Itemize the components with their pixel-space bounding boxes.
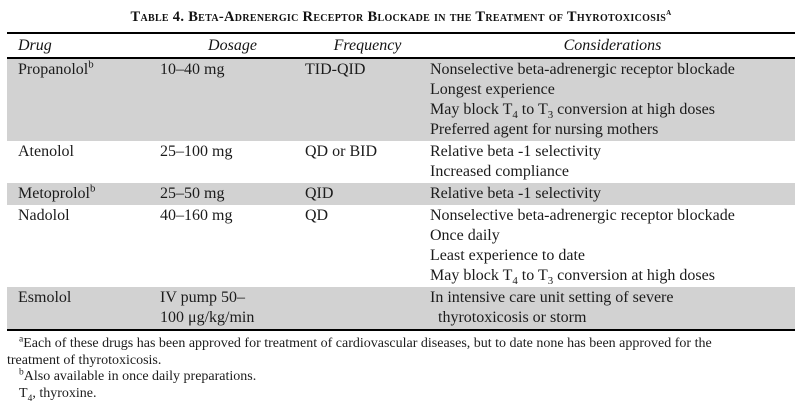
superscript: b	[88, 59, 93, 71]
dosage-line: 40–160 mg	[160, 206, 305, 226]
table-row: Nadolol40–160 mgQDNonselective beta-adre…	[7, 205, 795, 287]
frequency-cell: QD	[305, 205, 430, 287]
col-header-considerations: Considerations	[430, 33, 795, 58]
consideration-line: Longest experience	[430, 80, 795, 100]
drug-table: Drug Dosage Frequency Considerations Pro…	[7, 32, 795, 331]
dosage-cell: 40–160 mg	[160, 205, 305, 287]
subscript: 4	[28, 393, 33, 403]
footnotes: aEach of these drugs has been approved f…	[7, 336, 795, 402]
footnote-line: aEach of these drugs has been approved f…	[7, 336, 795, 353]
superscript: a	[666, 7, 671, 18]
drug-cell: Metoprololb	[7, 183, 160, 205]
table-body: Propanololb10–40 mgTID-QIDNonselective b…	[7, 58, 795, 330]
dosage-line: IV pump 50–	[160, 288, 305, 308]
frequency-cell	[305, 287, 430, 330]
consideration-line: Least experience to date	[430, 246, 795, 266]
dosage-cell: 10–40 mg	[160, 58, 305, 141]
dosage-line: 25–100 mg	[160, 142, 305, 162]
consideration-line: May block T4 to T3 conversion at high do…	[430, 266, 795, 286]
drug-cell: Nadolol	[7, 205, 160, 287]
consideration-line: Increased compliance	[430, 162, 795, 182]
drug-cell: Esmolol	[7, 287, 160, 330]
consideration-line: thyrotoxicosis or storm	[430, 308, 795, 328]
journal-table-figure: Table 4. Beta-Adrenergic Receptor Blocka…	[0, 0, 808, 415]
col-header-dosage: Dosage	[160, 33, 305, 58]
dosage-line: 100 μg/kg/min	[160, 308, 305, 328]
considerations-cell: Nonselective beta-adrenergic receptor bl…	[430, 205, 795, 287]
considerations-cell: Nonselective beta-adrenergic receptor bl…	[430, 58, 795, 141]
frequency-cell: QID	[305, 183, 430, 205]
superscript: a	[19, 334, 23, 344]
table-row: Atenolol25–100 mgQD or BIDRelative beta …	[7, 141, 795, 183]
header-row: Drug Dosage Frequency Considerations	[7, 33, 795, 58]
frequency-cell: TID-QID	[305, 58, 430, 141]
dosage-line: 10–40 mg	[160, 60, 305, 80]
dosage-cell: 25–100 mg	[160, 141, 305, 183]
frequency-cell: QD or BID	[305, 141, 430, 183]
consideration-line: May block T4 to T3 conversion at high do…	[430, 100, 795, 120]
drug-cell: Propanololb	[7, 58, 160, 141]
consideration-line: Nonselective beta-adrenergic receptor bl…	[430, 206, 795, 226]
footnote-line: T4, thyroxine.	[7, 386, 795, 403]
col-header-drug: Drug	[7, 33, 160, 58]
table-row: EsmololIV pump 50–100 μg/kg/min In intens…	[7, 287, 795, 330]
subscript: 4	[512, 275, 517, 287]
superscript: b	[19, 367, 24, 377]
table-row: Metoprololb25–50 mgQIDRelative beta -1 s…	[7, 183, 795, 205]
col-header-frequency: Frequency	[305, 33, 430, 58]
table-title: Table 4. Beta-Adrenergic Receptor Blocka…	[7, 9, 795, 26]
consideration-line: Once daily	[430, 226, 795, 246]
table-row: Propanololb10–40 mgTID-QIDNonselective b…	[7, 58, 795, 141]
dosage-line: 25–50 mg	[160, 184, 305, 204]
superscript: b	[90, 183, 95, 195]
table-header: Drug Dosage Frequency Considerations	[7, 33, 795, 58]
considerations-cell: Relative beta -1 selectivityIncreased co…	[430, 141, 795, 183]
considerations-cell: Relative beta -1 selectivity	[430, 183, 795, 205]
consideration-line: Relative beta -1 selectivity	[430, 142, 795, 162]
footnote-line: bAlso available in once daily preparatio…	[7, 369, 795, 386]
footnote-line: treatment of thyrotoxicosis.	[7, 353, 795, 370]
dosage-cell: 25–50 mg	[160, 183, 305, 205]
consideration-line: Preferred agent for nursing mothers	[430, 120, 795, 140]
drug-cell: Atenolol	[7, 141, 160, 183]
consideration-line: In intensive care unit setting of severe	[430, 288, 795, 308]
dosage-cell: IV pump 50–100 μg/kg/min	[160, 287, 305, 330]
considerations-cell: In intensive care unit setting of severe…	[430, 287, 795, 330]
consideration-line: Relative beta -1 selectivity	[430, 184, 795, 204]
subscript: 3	[548, 275, 553, 287]
consideration-line: Nonselective beta-adrenergic receptor bl…	[430, 60, 795, 80]
